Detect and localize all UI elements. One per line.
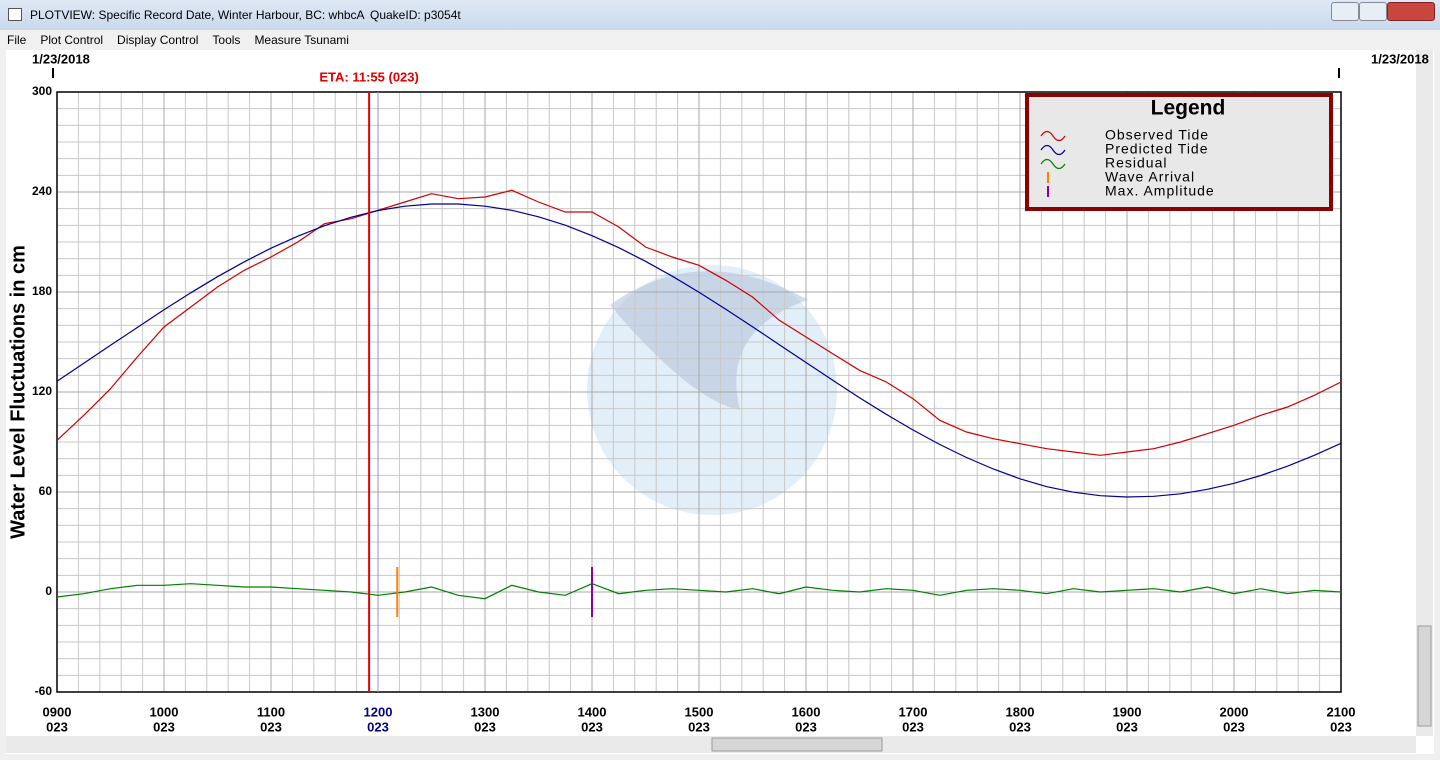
y-tick-label: 300	[32, 84, 52, 98]
eta-label: ETA: 11:55 (023)	[319, 69, 418, 84]
series-line	[56, 583, 1342, 600]
x-tick-label: 1900	[1113, 704, 1142, 719]
x-tick-label: 1800	[1006, 704, 1035, 719]
legend-label: Observed Tide	[1105, 127, 1209, 143]
window-title: PLOTVIEW: Specific Record Date, Winter H…	[30, 8, 365, 22]
menu-item[interactable]: Display Control	[117, 33, 199, 47]
x-tick-sublabel: 023	[581, 719, 603, 734]
legend-swatch	[1040, 130, 1066, 142]
x-tick-sublabel: 023	[474, 719, 496, 734]
x-tick-label: 1000	[150, 704, 179, 719]
menu-item[interactable]: Measure Tsunami	[254, 33, 349, 47]
horizontal-scrollbar[interactable]	[6, 736, 1416, 753]
x-tick-label: 1100	[257, 704, 285, 719]
legend-swatch	[1040, 144, 1066, 156]
y-tick-label: 120	[32, 384, 52, 398]
x-tick-label: 1500	[685, 704, 714, 719]
maximize-button[interactable]	[1359, 2, 1387, 21]
y-axis-label: Water Level Fluctuations in cm	[7, 245, 29, 539]
menu-bar: File Plot Control Display Control Tools Meas…	[0, 30, 1440, 50]
menu-item[interactable]: File	[7, 33, 27, 47]
plot-layer: -600601201802403000900023100002311000231…	[7, 51, 1429, 734]
x-tick-sublabel: 023	[688, 719, 710, 734]
date-label: 1/23/2018	[32, 51, 90, 66]
series-line	[56, 203, 1342, 498]
x-tick-sublabel: 023	[153, 719, 175, 734]
x-tick-sublabel: 023	[1116, 719, 1138, 734]
menu-item[interactable]: Tools	[212, 33, 241, 47]
horizontal-scroll-thumb[interactable]	[711, 737, 883, 752]
x-tick-label: 1200	[364, 704, 393, 719]
legend-label: Max. Amplitude	[1105, 183, 1215, 199]
menu-item[interactable]: Plot Control	[40, 33, 104, 47]
plot-frame	[56, 91, 1342, 693]
x-tick-sublabel: 023	[46, 719, 68, 734]
x-tick-label: 2100	[1327, 704, 1356, 719]
watermark-bird	[610, 271, 808, 410]
x-tick-label: 1600	[792, 704, 821, 719]
minimize-button[interactable]	[1331, 2, 1359, 21]
x-tick-sublabel: 023	[902, 719, 924, 734]
legend-swatch	[1040, 158, 1066, 170]
x-tick-label: 1700	[899, 704, 928, 719]
y-tick-label: 0	[45, 584, 52, 598]
x-tick-label: 0900	[43, 704, 72, 719]
y-tick-label: 240	[32, 184, 52, 198]
vertical-scrollbar[interactable]	[1416, 50, 1433, 736]
x-tick-sublabel: 023	[1009, 719, 1031, 734]
x-tick-sublabel: 023	[795, 719, 817, 734]
close-button[interactable]	[1387, 2, 1435, 21]
legend-label: Predicted Tide	[1105, 141, 1209, 157]
legend-title: Legend	[1151, 97, 1226, 120]
date-label: 1/23/2018	[1371, 51, 1429, 66]
y-tick-label: 180	[32, 284, 52, 298]
vertical-scroll-thumb[interactable]	[1417, 625, 1432, 727]
legend-box	[1025, 93, 1333, 211]
x-tick-sublabel: 023	[260, 719, 282, 734]
legend-label: Wave Arrival	[1105, 169, 1195, 185]
series-line	[56, 189, 1342, 456]
x-tick-sublabel: 023	[1223, 719, 1245, 734]
x-tick-label: 1400	[578, 704, 607, 719]
x-tick-sublabel: 023	[1330, 719, 1352, 734]
x-tick-label: 2000	[1220, 704, 1249, 719]
title-bar: PLOTVIEW: Specific Record Date, Winter H…	[0, 0, 1440, 30]
x-tick-sublabel: 023	[367, 719, 389, 734]
y-tick-label: 60	[39, 484, 53, 498]
legend-label: Residual	[1105, 155, 1167, 171]
x-tick-label: 1300	[471, 704, 500, 719]
chart: -600601201802403000900023100002311000231…	[6, 50, 1434, 754]
quake-id: QuakeID: p3054t	[370, 8, 461, 22]
app-icon	[8, 8, 22, 21]
y-tick-label: -60	[35, 684, 53, 698]
